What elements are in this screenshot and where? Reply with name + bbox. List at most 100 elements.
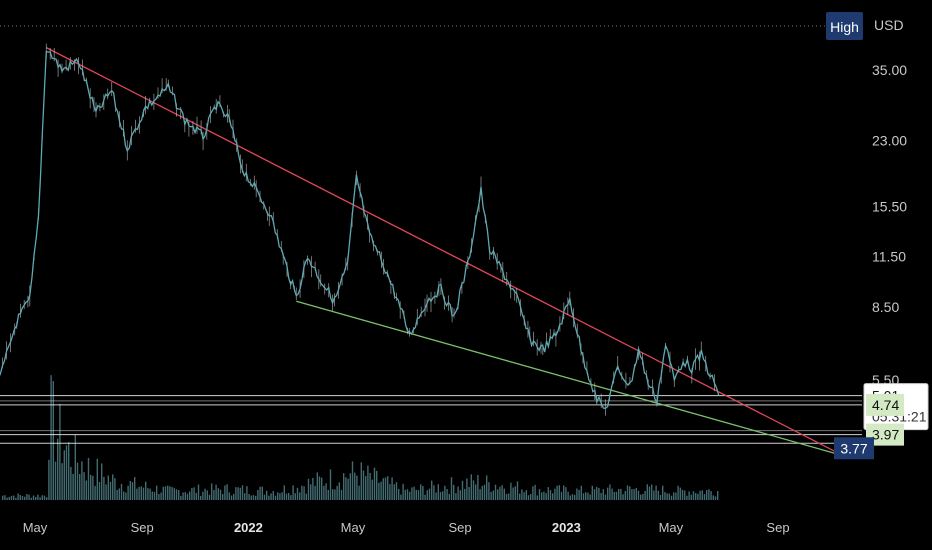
volume-bar bbox=[662, 485, 664, 500]
volume-bar bbox=[294, 493, 296, 500]
volume-bar bbox=[596, 487, 598, 500]
volume-bar bbox=[532, 486, 534, 500]
volume-bar bbox=[461, 480, 464, 500]
volume-bar bbox=[323, 485, 325, 500]
volume-bar bbox=[409, 491, 411, 500]
volume-bar bbox=[109, 481, 112, 500]
volume-bar bbox=[365, 476, 367, 500]
high-badge-label: High bbox=[830, 19, 859, 35]
volume-bar bbox=[312, 477, 314, 500]
volume-bar bbox=[677, 485, 679, 500]
volume-bar bbox=[19, 495, 21, 500]
volume-bar bbox=[585, 492, 587, 500]
volume-bar bbox=[360, 462, 362, 500]
volume-bar bbox=[6, 497, 8, 500]
volume-bar bbox=[184, 492, 186, 500]
volume-bar bbox=[54, 461, 57, 500]
volume-bar bbox=[712, 495, 714, 500]
volume-bar bbox=[387, 476, 389, 500]
volume-bar bbox=[347, 478, 349, 500]
volume-bar bbox=[61, 463, 63, 500]
volume-bar bbox=[574, 494, 576, 500]
volume-bar bbox=[338, 482, 340, 500]
volume-bar bbox=[481, 485, 483, 500]
volume-bar bbox=[714, 496, 717, 500]
high-badge[interactable]: High bbox=[826, 12, 863, 40]
volume-bar bbox=[277, 492, 279, 500]
volume-bar bbox=[219, 489, 222, 500]
volume-bar bbox=[477, 475, 479, 500]
volume-bar bbox=[708, 489, 710, 500]
volume-bar bbox=[226, 484, 228, 500]
volume-bar bbox=[250, 495, 252, 500]
volume-bar bbox=[147, 488, 149, 500]
support-trendline[interactable] bbox=[296, 300, 844, 457]
volume-bar bbox=[268, 495, 270, 500]
volume-bar bbox=[450, 477, 453, 500]
volume-bar bbox=[648, 486, 651, 500]
volume-bar bbox=[611, 488, 613, 500]
volume-bar bbox=[114, 478, 116, 500]
volume-bar bbox=[448, 493, 450, 500]
volume-bar bbox=[615, 491, 618, 500]
volume-bar bbox=[50, 375, 52, 500]
volume-bar bbox=[215, 484, 217, 500]
volume-bar bbox=[37, 494, 39, 500]
volume-bar bbox=[384, 477, 387, 500]
volume-bar bbox=[81, 461, 83, 500]
volume-bar bbox=[285, 493, 288, 500]
resistance-trendline[interactable] bbox=[46, 47, 844, 457]
volume-bar bbox=[525, 490, 527, 500]
volume-bar bbox=[417, 490, 420, 500]
volume-bar bbox=[39, 497, 41, 500]
volume-bar bbox=[164, 486, 167, 500]
level-tag-value: 3.77 bbox=[840, 440, 867, 456]
volume-bar bbox=[422, 486, 424, 500]
volume-bar bbox=[142, 487, 145, 500]
volume-bar bbox=[272, 491, 274, 500]
volume-bar bbox=[598, 487, 600, 500]
volume-bar bbox=[567, 491, 569, 500]
volume-bar bbox=[367, 465, 369, 500]
level-tag-value: 4.74 bbox=[872, 397, 899, 413]
level-tag-green[interactable] bbox=[866, 423, 904, 446]
volume-bar bbox=[153, 492, 156, 500]
volume-bar bbox=[79, 474, 81, 500]
x-tick-label: May bbox=[341, 520, 366, 535]
volume-bar bbox=[613, 491, 615, 500]
level-tag-blue[interactable] bbox=[834, 437, 874, 460]
trendlines[interactable] bbox=[46, 47, 844, 457]
volume-bar bbox=[52, 381, 54, 500]
volume-bar bbox=[706, 490, 708, 500]
volume-bar bbox=[530, 494, 532, 500]
volume-bar bbox=[228, 492, 230, 500]
volume-bar bbox=[635, 487, 637, 500]
volume-bar bbox=[356, 475, 358, 500]
volume-bar bbox=[28, 494, 30, 500]
volume-bar bbox=[59, 403, 61, 500]
volume-bar bbox=[563, 485, 565, 500]
volume-bar bbox=[426, 490, 428, 500]
volume-bar bbox=[376, 470, 378, 500]
volume-bar bbox=[43, 495, 46, 500]
volume-bar bbox=[510, 482, 512, 500]
currency-label: USD bbox=[874, 17, 904, 33]
volume-bar bbox=[334, 489, 336, 500]
volume-bar bbox=[646, 484, 648, 500]
volume-bar bbox=[30, 497, 32, 500]
volume-bar bbox=[411, 487, 413, 500]
volume-bar bbox=[112, 474, 114, 500]
volume-bar bbox=[167, 485, 169, 500]
volume-bar bbox=[151, 491, 153, 500]
volume-bar bbox=[571, 494, 574, 500]
volume-bar bbox=[74, 434, 76, 500]
volume-bar bbox=[415, 489, 417, 500]
level-tag-green[interactable] bbox=[866, 393, 904, 416]
volume-bar bbox=[103, 476, 105, 500]
volume-bar bbox=[686, 495, 688, 500]
volume-bar bbox=[127, 485, 129, 500]
volume-bar bbox=[659, 495, 662, 500]
volume-bar bbox=[65, 445, 68, 500]
